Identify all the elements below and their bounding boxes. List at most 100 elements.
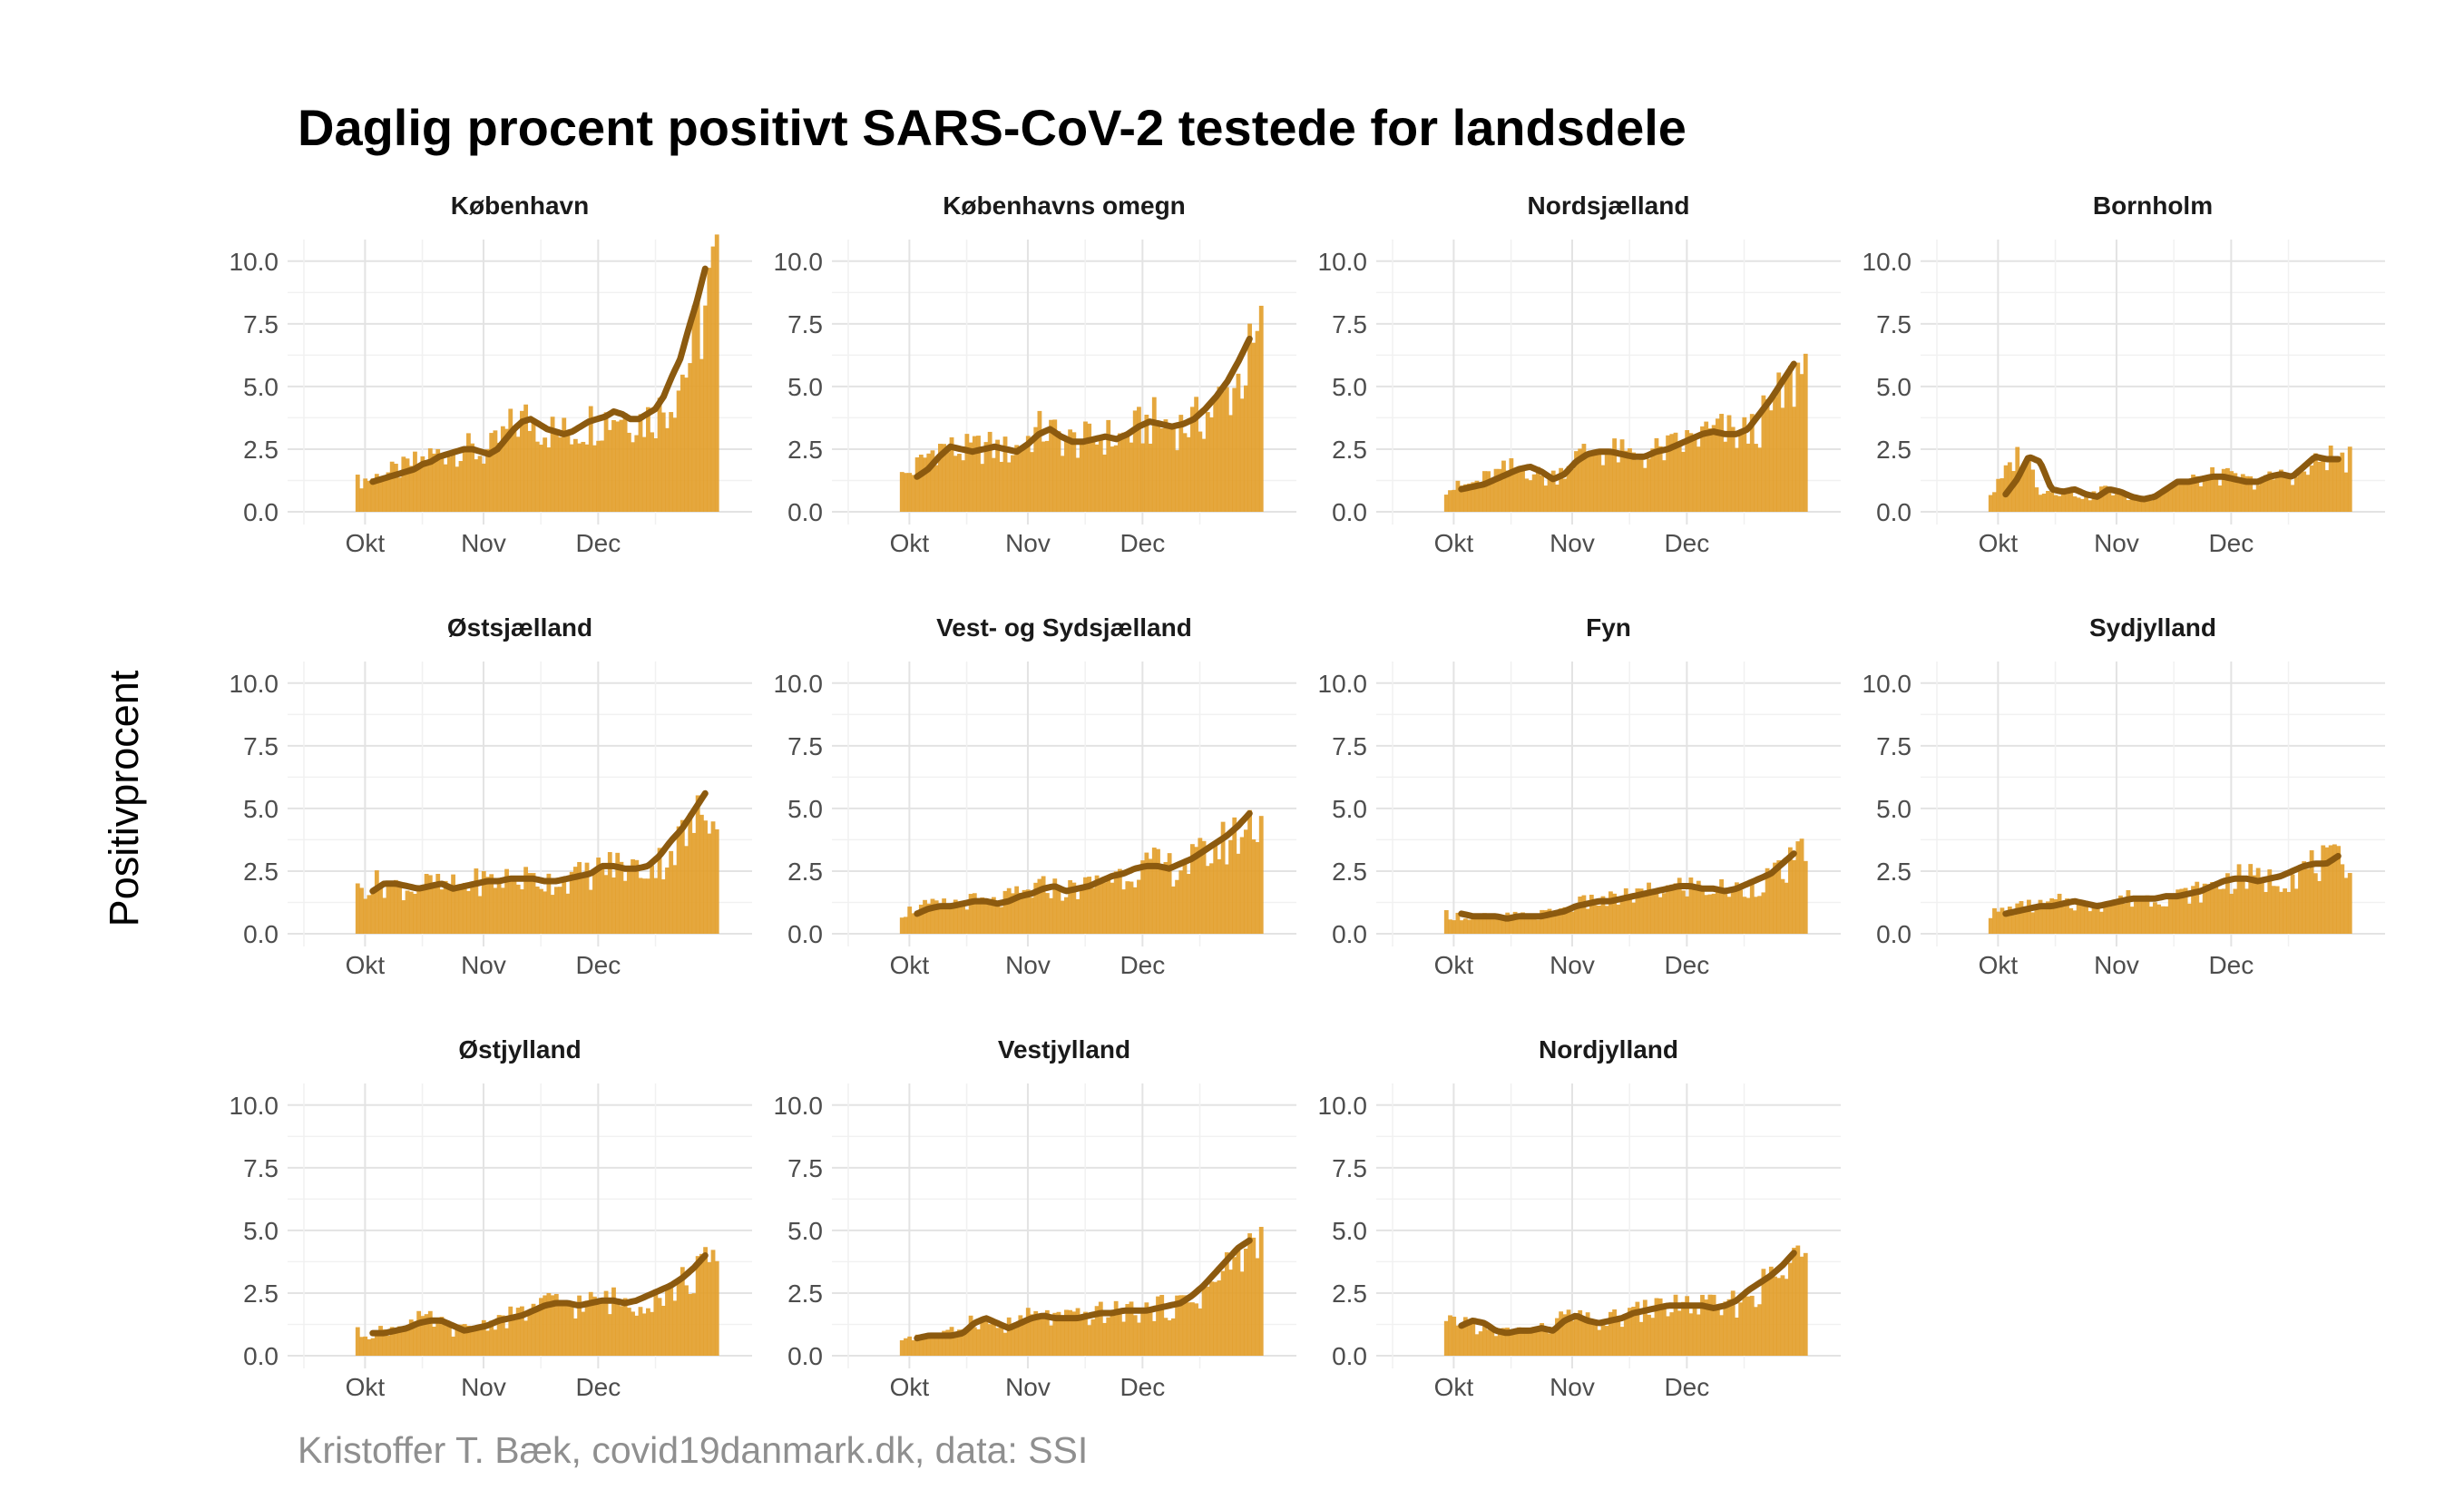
bar	[1079, 1317, 1084, 1356]
bar	[2328, 845, 2333, 934]
bar	[2340, 864, 2345, 934]
x-tick-label: Nov	[1550, 1373, 1595, 1401]
bar	[1661, 1303, 1667, 1356]
bar	[508, 408, 513, 512]
bar	[531, 1303, 536, 1356]
bar	[2026, 457, 2031, 512]
bar	[2179, 888, 2185, 934]
bar	[2293, 476, 2299, 512]
bar	[2000, 907, 2005, 934]
bar	[714, 234, 719, 512]
bar	[1006, 887, 1012, 934]
bar	[1635, 888, 1640, 934]
bar	[1137, 1322, 1141, 1356]
bar	[1106, 1317, 1111, 1356]
bar	[1735, 447, 1739, 512]
bar	[508, 1306, 513, 1356]
y-tick-label: 2.5	[243, 1279, 279, 1308]
bar	[660, 879, 666, 934]
bar	[1167, 853, 1172, 934]
bar	[443, 880, 448, 934]
bar	[1726, 1299, 1732, 1356]
bar	[899, 1339, 904, 1356]
bar	[1550, 470, 1556, 512]
bar	[2084, 900, 2088, 934]
bar	[1213, 1281, 1218, 1356]
bar	[1726, 415, 1732, 512]
bar	[1014, 886, 1020, 934]
bar	[1669, 434, 1675, 512]
bar	[2022, 466, 2028, 512]
bar	[553, 887, 559, 934]
bar	[2179, 481, 2185, 512]
bar	[592, 1296, 597, 1356]
bar	[2236, 864, 2242, 934]
bar	[961, 901, 966, 934]
bar	[2172, 481, 2176, 512]
bar	[1654, 891, 1659, 934]
bar	[1623, 1319, 1628, 1356]
bar	[603, 875, 609, 934]
bar	[1677, 877, 1682, 934]
bar	[976, 899, 981, 934]
bar	[1803, 353, 1808, 512]
x-tick-label: Okt	[1434, 1373, 1474, 1401]
bar	[2068, 488, 2074, 512]
bar	[631, 1311, 635, 1356]
bar	[455, 1324, 460, 1356]
bars	[355, 795, 719, 934]
bar	[1589, 1323, 1594, 1356]
bar	[367, 480, 372, 512]
chart-caption: Kristoffer T. Bæk, covid19danmark.dk, da…	[298, 1429, 1088, 1471]
bar	[451, 1336, 455, 1356]
bar	[2148, 907, 2154, 934]
bar	[1535, 466, 1540, 512]
x-tick-label: Dec	[1120, 1373, 1165, 1401]
bar	[462, 882, 467, 934]
bar	[1681, 1301, 1686, 1356]
bar	[2133, 898, 2138, 934]
bar	[2068, 907, 2074, 934]
bar	[1156, 848, 1160, 934]
bar	[669, 1282, 674, 1356]
bar	[634, 859, 640, 934]
bar	[684, 1285, 689, 1356]
bar	[1692, 1305, 1697, 1356]
bar	[1467, 1323, 1472, 1356]
bar	[1083, 877, 1088, 934]
bar	[382, 897, 387, 934]
bar	[2000, 478, 2005, 512]
bars	[1443, 353, 1808, 512]
bar	[930, 450, 935, 512]
bar	[2324, 847, 2330, 934]
bar	[1002, 436, 1008, 512]
bar	[427, 875, 433, 934]
bar	[562, 877, 567, 934]
bar	[2114, 900, 2119, 934]
bar	[588, 406, 593, 512]
bar	[911, 913, 916, 934]
bar	[1688, 433, 1694, 512]
bar	[2271, 886, 2276, 934]
bar	[1776, 372, 1782, 512]
bar	[386, 885, 391, 934]
y-tick-label: 2.5	[787, 1279, 823, 1308]
bar	[1501, 460, 1506, 512]
bar	[2076, 497, 2081, 512]
bar	[1735, 1317, 1739, 1356]
bar	[2191, 474, 2195, 512]
bar	[2046, 491, 2050, 512]
bar	[1175, 450, 1179, 512]
bar	[2183, 887, 2188, 934]
bar	[1129, 442, 1134, 512]
bar	[1787, 847, 1793, 934]
bar	[1505, 470, 1511, 512]
bar	[1792, 407, 1797, 512]
bar	[987, 898, 992, 934]
bar	[945, 904, 951, 934]
bar	[1559, 1311, 1564, 1356]
bar	[1075, 898, 1080, 934]
bar	[1156, 420, 1160, 512]
bar	[1768, 410, 1774, 512]
bar	[1236, 373, 1241, 512]
